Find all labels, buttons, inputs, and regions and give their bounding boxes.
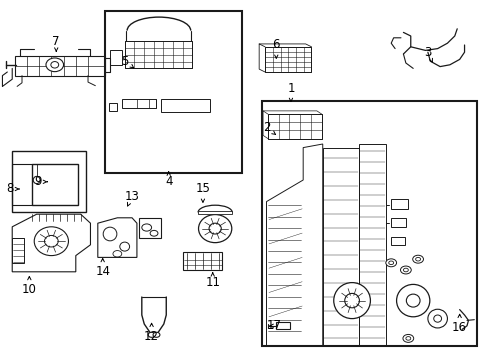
Bar bbox=[108, 103, 117, 111]
Bar bbox=[390, 237, 404, 245]
Circle shape bbox=[142, 224, 151, 231]
Text: 9: 9 bbox=[34, 175, 47, 188]
Text: 11: 11 bbox=[205, 273, 220, 289]
Bar bbox=[124, 41, 192, 68]
Bar bbox=[390, 199, 407, 209]
Bar bbox=[122, 99, 156, 108]
Bar bbox=[198, 211, 232, 214]
Bar bbox=[32, 164, 78, 205]
Text: 7: 7 bbox=[52, 35, 60, 51]
Text: 13: 13 bbox=[124, 190, 139, 206]
Bar bbox=[276, 322, 289, 329]
Text: 1: 1 bbox=[286, 82, 294, 102]
Circle shape bbox=[148, 332, 155, 337]
Bar bbox=[359, 144, 386, 346]
Bar bbox=[390, 218, 405, 227]
Ellipse shape bbox=[44, 235, 58, 247]
Ellipse shape bbox=[208, 223, 221, 234]
Text: 14: 14 bbox=[95, 258, 110, 278]
Ellipse shape bbox=[433, 315, 441, 322]
Text: 8: 8 bbox=[6, 183, 19, 195]
Ellipse shape bbox=[333, 283, 370, 319]
Text: 16: 16 bbox=[451, 314, 466, 334]
Circle shape bbox=[402, 334, 413, 342]
Text: 5: 5 bbox=[121, 55, 133, 68]
Text: 15: 15 bbox=[195, 183, 210, 202]
Bar bbox=[261, 101, 476, 346]
Text: 6: 6 bbox=[272, 39, 280, 58]
Circle shape bbox=[153, 332, 160, 337]
Bar bbox=[161, 99, 210, 112]
Bar bbox=[110, 50, 122, 65]
Circle shape bbox=[400, 266, 410, 274]
Circle shape bbox=[150, 230, 158, 236]
Ellipse shape bbox=[46, 58, 63, 72]
Bar bbox=[264, 47, 311, 72]
Ellipse shape bbox=[344, 293, 359, 308]
Ellipse shape bbox=[33, 176, 40, 184]
Ellipse shape bbox=[396, 284, 429, 317]
Ellipse shape bbox=[34, 227, 68, 256]
Ellipse shape bbox=[51, 62, 59, 68]
Text: 12: 12 bbox=[144, 323, 159, 343]
Ellipse shape bbox=[406, 294, 419, 307]
Bar bbox=[12, 151, 85, 212]
Text: 4: 4 bbox=[164, 172, 172, 188]
Circle shape bbox=[385, 259, 396, 267]
Circle shape bbox=[403, 268, 407, 272]
Bar bbox=[183, 252, 222, 270]
Text: 17: 17 bbox=[266, 319, 281, 332]
Bar bbox=[15, 56, 105, 76]
Bar bbox=[267, 114, 321, 139]
Ellipse shape bbox=[427, 309, 447, 328]
Circle shape bbox=[412, 255, 423, 263]
Circle shape bbox=[388, 261, 393, 265]
Text: 3: 3 bbox=[423, 46, 431, 62]
Circle shape bbox=[415, 257, 420, 261]
Bar bbox=[139, 218, 161, 238]
Text: 2: 2 bbox=[262, 121, 275, 135]
Ellipse shape bbox=[198, 215, 231, 243]
Polygon shape bbox=[98, 218, 137, 257]
Circle shape bbox=[405, 337, 410, 340]
Bar bbox=[322, 148, 359, 346]
Bar bbox=[105, 11, 242, 173]
Text: 10: 10 bbox=[22, 276, 37, 296]
Bar bbox=[12, 238, 24, 263]
